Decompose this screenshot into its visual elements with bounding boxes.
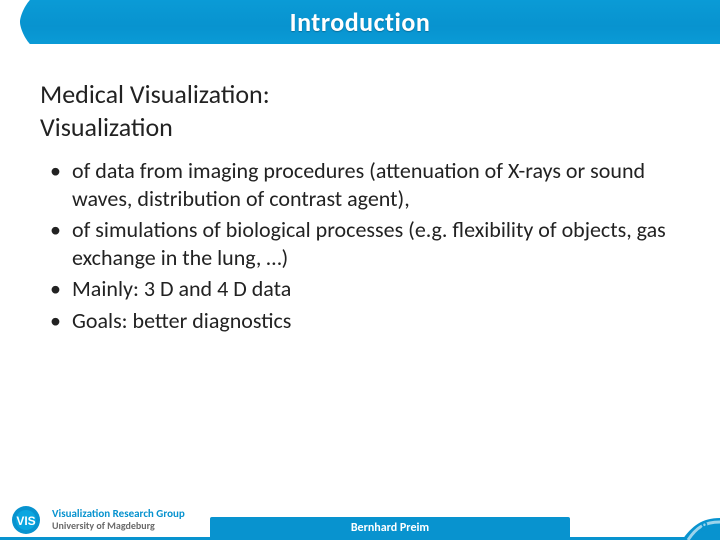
header-bar: Introduction xyxy=(0,0,720,44)
footer-logo: VIS Visualization Research Group Univers… xyxy=(6,504,185,536)
slide: Introduction Medical Visualization: Visu… xyxy=(0,0,720,540)
svg-text:VIS: VIS xyxy=(16,514,35,528)
slide-title: Introduction xyxy=(290,6,431,38)
footer-bar: Bernhard Preim VIS Visualization Researc… xyxy=(0,506,720,540)
vis-logo-icon: VIS xyxy=(6,504,46,536)
footer-logo-line2: University of Magdeburg xyxy=(52,519,185,532)
header-curve-left-icon xyxy=(0,0,50,44)
body-heading-1: Medical Visualization: xyxy=(40,78,680,111)
slide-body: Medical Visualization: Visualization of … xyxy=(40,78,680,338)
list-item: of simulations of biological processes (… xyxy=(62,216,680,271)
footer-logo-line1: Visualization Research Group xyxy=(52,508,185,519)
list-item: Goals: better diagnostics xyxy=(62,307,680,335)
list-item: of data from imaging procedures (attenua… xyxy=(62,157,680,212)
page-number: 8 xyxy=(701,519,708,536)
bullet-list: of data from imaging procedures (attenua… xyxy=(40,157,680,334)
body-heading-2: Visualization xyxy=(40,111,680,144)
footer-logo-text-block: Visualization Research Group University … xyxy=(52,508,185,532)
list-item: Mainly: 3 D and 4 D data xyxy=(62,275,680,303)
footer-author: Bernhard Preim xyxy=(210,517,570,539)
